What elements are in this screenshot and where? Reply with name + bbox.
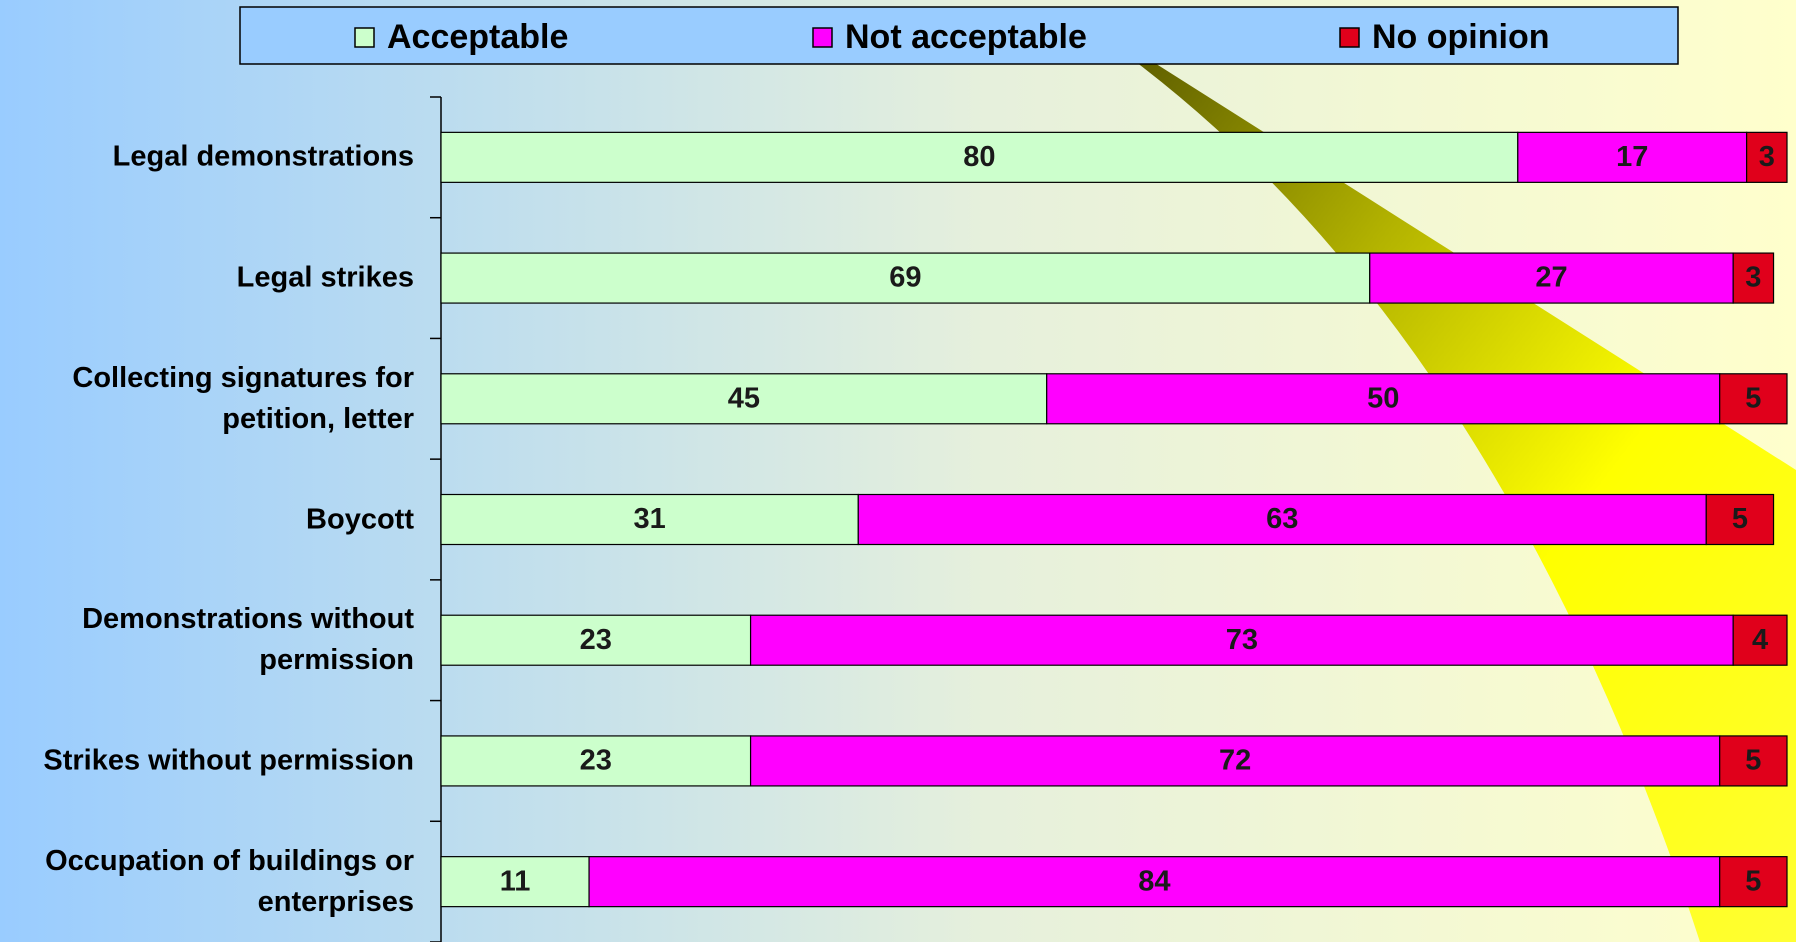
data-label: 5 <box>1745 745 1761 777</box>
bar-segment <box>440 131 1519 183</box>
bar-segment <box>440 493 859 546</box>
bar-segment <box>1719 373 1788 425</box>
legend-swatch <box>354 27 375 48</box>
bar-segment <box>749 614 1734 666</box>
bar-segment <box>588 856 1721 908</box>
bar-segment <box>1732 614 1788 666</box>
data-label: 17 <box>1616 141 1648 173</box>
data-label: 72 <box>1219 745 1251 777</box>
category-label: Collecting signatures for petition, lett… <box>72 361 414 435</box>
legend-label: No opinion <box>1372 18 1550 56</box>
bar-segment <box>440 735 752 787</box>
legend-label: Not acceptable <box>845 18 1087 56</box>
data-label: 50 <box>1367 382 1399 414</box>
legend-box <box>239 6 1679 65</box>
category-label: Occupation of buildings or enterprises <box>45 844 414 918</box>
category-label: Legal strikes <box>236 261 414 294</box>
data-label: 27 <box>1535 262 1567 294</box>
bar-segment <box>1746 131 1788 183</box>
data-label: 5 <box>1732 503 1748 535</box>
data-label: 84 <box>1138 865 1170 897</box>
data-label: 69 <box>889 262 921 294</box>
data-label: 73 <box>1226 624 1258 656</box>
bar-segment <box>857 493 1707 546</box>
bar-segment <box>1719 856 1788 908</box>
data-label: 4 <box>1752 624 1768 656</box>
bar-segment <box>1369 252 1734 304</box>
bar-segment <box>1517 131 1748 183</box>
data-label: 3 <box>1759 141 1775 173</box>
bar-segment <box>1705 493 1775 546</box>
legend-swatch <box>812 27 833 48</box>
category-label: Strikes without permission <box>43 744 414 777</box>
category-label: Demonstrations without permission <box>82 603 414 677</box>
bar-segment <box>440 252 1371 304</box>
data-label: 63 <box>1266 503 1298 535</box>
bar-segment <box>1719 735 1788 787</box>
bar-segment <box>440 856 590 908</box>
background-swoosh <box>1120 50 1796 942</box>
data-label: 23 <box>580 745 612 777</box>
bar-segment <box>1046 373 1721 425</box>
data-label: 11 <box>500 865 531 897</box>
legend-swatch <box>1339 27 1360 48</box>
legend-label: Acceptable <box>387 18 568 56</box>
data-label: 45 <box>728 382 760 414</box>
data-label: 31 <box>633 503 665 535</box>
data-label: 23 <box>580 624 612 656</box>
data-label: 5 <box>1745 865 1761 897</box>
category-label: Legal demonstrations <box>112 140 414 173</box>
data-label: 3 <box>1745 262 1761 294</box>
category-label: Boycott <box>306 503 414 535</box>
bar-segment <box>1732 252 1775 304</box>
bar-segment <box>440 614 752 666</box>
data-label: 80 <box>963 141 995 173</box>
data-label: 5 <box>1745 382 1761 414</box>
bar-segment <box>440 373 1048 425</box>
